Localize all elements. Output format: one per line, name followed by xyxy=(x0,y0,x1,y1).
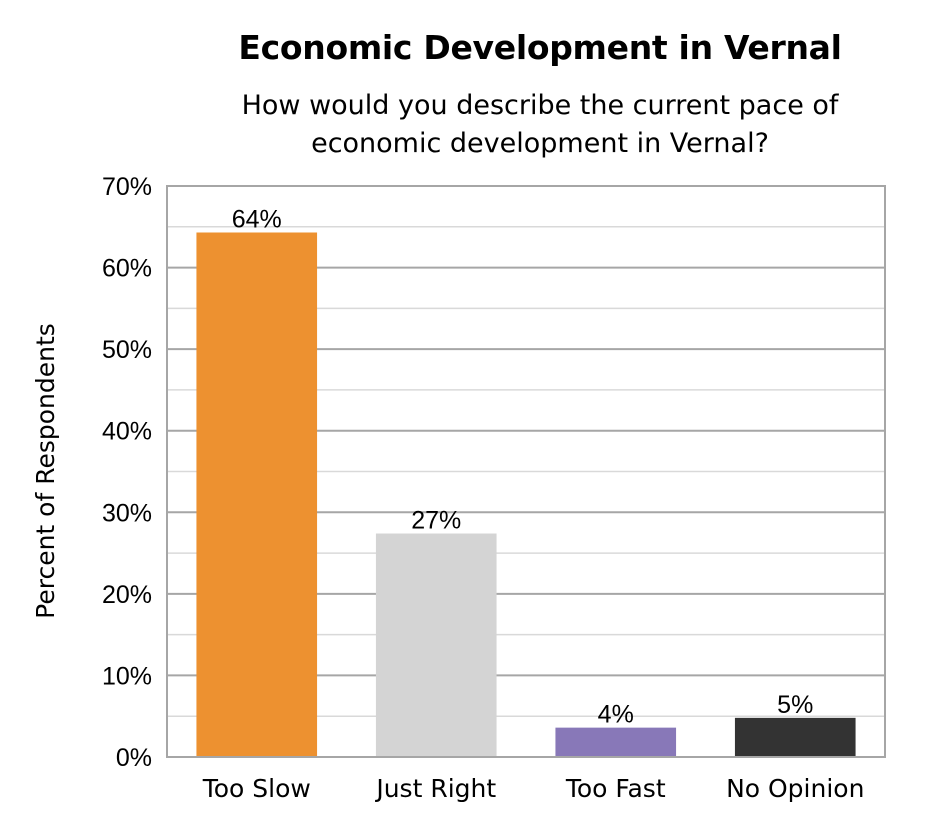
bar-no-opinion xyxy=(734,717,856,757)
y-tick-label: 20% xyxy=(102,581,152,609)
y-tick-labels: 0% 10% 20% 30% 40% 50% 60% 70% xyxy=(102,173,152,772)
bar-just-right xyxy=(375,533,497,757)
chart-subtitle-line-2: economic development in Vernal? xyxy=(311,128,769,159)
y-tick-label: 30% xyxy=(102,499,152,527)
chart-title: Economic Development in Vernal xyxy=(238,28,842,67)
plot-frame xyxy=(166,185,886,758)
data-label: 27% xyxy=(411,506,461,534)
y-tick-label: 0% xyxy=(116,744,152,772)
y-tick-label: 70% xyxy=(102,173,152,201)
y-tick-label: 40% xyxy=(102,418,152,446)
y-axis-title: Percent of Respondents xyxy=(31,323,60,619)
chart-subtitle-line-1: How would you describe the current pace … xyxy=(241,90,839,121)
x-tick-label: Too Slow xyxy=(202,774,311,803)
x-tick-label: No Opinion xyxy=(726,774,864,803)
data-label: 5% xyxy=(777,691,813,719)
x-tick-label: Just Right xyxy=(374,774,496,803)
x-category-labels: Too Slow Just Right Too Fast No Opinion xyxy=(202,774,865,803)
x-tick-label: Too Fast xyxy=(565,774,666,803)
data-label: 4% xyxy=(598,701,634,729)
plot-border xyxy=(166,185,886,758)
y-tick-label: 60% xyxy=(102,255,152,283)
bars xyxy=(196,232,856,757)
y-tick-label: 10% xyxy=(102,662,152,690)
data-labels: 64% 27% 4% 5% xyxy=(232,205,814,728)
bar-too-slow xyxy=(196,232,318,757)
data-label: 64% xyxy=(232,205,282,233)
y-tick-label: 50% xyxy=(102,336,152,364)
bar-too-fast xyxy=(555,727,677,757)
